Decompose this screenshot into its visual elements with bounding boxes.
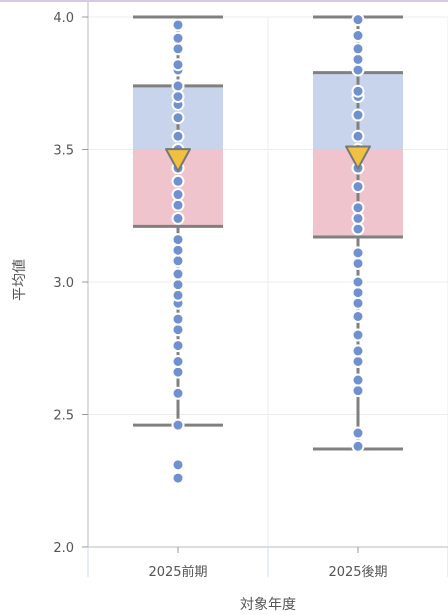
x-axis-title: 対象年度 (240, 597, 296, 613)
data-point (351, 52, 365, 66)
data-point (171, 355, 185, 368)
data-point (351, 246, 365, 260)
data-point (171, 31, 185, 45)
data-point (351, 63, 365, 77)
x-tick-label: 2025前期 (148, 564, 207, 580)
data-point (171, 174, 185, 188)
data-point (351, 328, 365, 342)
y-tick-label: 2.0 (53, 541, 74, 556)
data-point (351, 286, 365, 300)
data-point (351, 373, 365, 387)
data-point (351, 84, 365, 98)
data-point (171, 254, 185, 268)
data-point (171, 18, 185, 32)
data-point (171, 458, 185, 472)
data-point (351, 256, 365, 270)
top-border (0, 0, 448, 2)
data-point (171, 323, 185, 337)
data-point (351, 108, 365, 122)
data-point (171, 79, 185, 93)
data-point (351, 211, 365, 225)
data-point (171, 267, 185, 281)
data-point (351, 384, 365, 398)
data-point (171, 188, 185, 202)
mean-marker (345, 145, 371, 170)
data-point (351, 426, 365, 440)
data-point (351, 344, 365, 358)
data-point (171, 386, 185, 400)
boxes-layer (133, 13, 403, 485)
y-tick-label: 3.5 (53, 144, 74, 159)
data-point (351, 180, 365, 194)
data-point (171, 58, 185, 72)
data-point (351, 29, 365, 43)
data-point (171, 365, 185, 379)
y-tick-label: 2.5 (53, 409, 74, 424)
y-tick-label: 4.0 (53, 11, 74, 26)
data-point (171, 243, 185, 257)
data-point (171, 111, 185, 125)
data-point (171, 471, 185, 485)
data-point (171, 42, 185, 56)
data-point (351, 13, 365, 27)
data-point (171, 129, 185, 143)
data-point (171, 233, 185, 247)
data-point (171, 418, 185, 432)
data-point (171, 288, 185, 302)
x-tick-label: 2025後期 (328, 565, 387, 580)
data-point (351, 355, 365, 368)
mean-marker (165, 148, 191, 173)
data-point (351, 222, 365, 236)
data-point (171, 90, 185, 103)
data-point (171, 312, 185, 326)
data-point (351, 309, 365, 323)
box-group (313, 13, 403, 453)
y-tick-label: 3.0 (53, 276, 74, 291)
data-point (351, 42, 365, 56)
data-point (351, 201, 365, 215)
data-point (171, 211, 185, 225)
data-point (171, 278, 185, 292)
box-group (133, 15, 223, 485)
data-point (351, 129, 365, 143)
y-axis-title: 平均値 (12, 259, 28, 301)
axes-layer: 2.0 2.5 3.0 3.5 4.0 2025前期 2025後期 (53, 2, 448, 580)
data-point (351, 439, 365, 453)
data-point (351, 296, 365, 310)
data-point (351, 275, 365, 289)
data-point (171, 339, 185, 353)
data-point (171, 198, 185, 212)
